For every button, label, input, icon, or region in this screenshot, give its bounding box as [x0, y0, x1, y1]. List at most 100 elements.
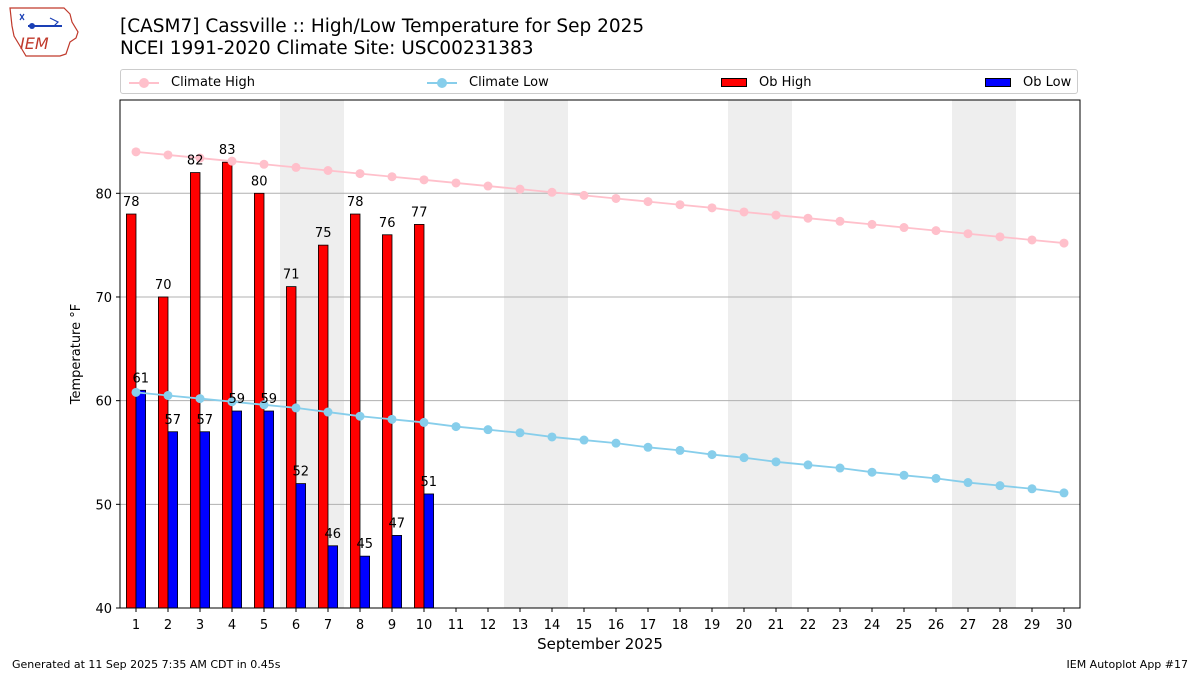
ob-low-label-2: 57	[165, 413, 182, 428]
climate-low-point-12	[483, 425, 493, 435]
climate-high-point-24	[867, 219, 877, 229]
climate-high-point-1	[131, 147, 141, 157]
weekend-shade-13	[504, 100, 536, 608]
climate-low-point-11	[451, 422, 461, 432]
x-tick-label-19: 19	[704, 618, 721, 633]
weekend-shade-14	[536, 100, 568, 608]
climate-low-swatch	[427, 77, 457, 88]
climate-low-point-5	[259, 400, 269, 410]
ob-high-bar-7	[317, 244, 329, 609]
climate-low-point-1	[131, 387, 141, 397]
legend-label-climate-high: Climate High	[171, 75, 256, 90]
legend-label-ob-low: Ob Low	[1023, 75, 1072, 90]
ob-high-label-9: 76	[379, 216, 396, 231]
climate-high-point-27	[963, 229, 973, 239]
climate-low-point-17	[643, 442, 653, 452]
title-line-2: NCEI 1991-2020 Climate Site: USC00231383	[120, 38, 534, 59]
ob-low-label-10: 51	[421, 475, 438, 490]
climate-low-point-2	[163, 390, 173, 400]
x-tick-label-28: 28	[992, 618, 1009, 633]
ob-high-label-5: 80	[251, 174, 268, 189]
climate-low-point-22	[803, 460, 813, 470]
climate-low-point-9	[387, 414, 397, 424]
climate-high-point-16	[611, 193, 621, 203]
ob-high-label-10: 77	[411, 205, 428, 220]
ob-low-bar-9	[391, 535, 403, 609]
x-tick-label-5: 5	[260, 618, 268, 633]
x-tick-label-24: 24	[864, 618, 881, 633]
ob-high-bar-5	[253, 192, 265, 609]
x-tick-label-21: 21	[768, 618, 785, 633]
climate-high-point-4	[227, 156, 237, 166]
weekend-shade-7	[312, 100, 344, 608]
climate-high-point-8	[355, 169, 365, 179]
ob-low-label-1: 61	[133, 371, 150, 386]
climate-high-point-11	[451, 178, 461, 188]
climate-high-point-15	[579, 190, 589, 200]
weekend-shade-6	[280, 100, 312, 608]
ob-low-bar-10	[423, 493, 435, 609]
ob-high-label-8: 78	[347, 195, 364, 210]
climate-high-point-23	[835, 216, 845, 226]
ob-low-label-4: 59	[229, 392, 246, 407]
climate-high-point-19	[707, 203, 717, 213]
climate-high-point-26	[931, 226, 941, 236]
climate-high-point-9	[387, 172, 397, 182]
climate-high-point-25	[899, 223, 909, 233]
x-tick-label-10: 10	[416, 618, 433, 633]
climate-high-point-14	[547, 187, 557, 197]
climate-low-point-25	[899, 470, 909, 480]
climate-low-point-6	[291, 403, 301, 413]
ob-high-bar-6	[285, 286, 297, 609]
x-tick-label-22: 22	[800, 618, 817, 633]
climate-low-point-3	[195, 394, 205, 404]
weekend-shade-21	[760, 100, 792, 608]
climate-low-point-28	[995, 481, 1005, 491]
climate-low-point-19	[707, 450, 717, 460]
ob-low-bar-5	[263, 410, 275, 609]
x-tick-label-18: 18	[672, 618, 689, 633]
ob-low-label-7: 46	[325, 527, 342, 542]
ob-low-label-3: 57	[197, 413, 214, 428]
x-tick-label-12: 12	[480, 618, 497, 633]
x-tick-label-14: 14	[544, 618, 561, 633]
climate-high-point-3	[195, 153, 205, 163]
climate-high-point-30	[1059, 238, 1069, 248]
logo-text: IEM	[20, 34, 49, 53]
climate-low-point-29	[1027, 484, 1037, 494]
x-tick-label-11: 11	[448, 618, 465, 633]
x-tick-label-23: 23	[832, 618, 849, 633]
x-tick-label-29: 29	[1024, 618, 1041, 633]
x-tick-label-7: 7	[324, 618, 332, 633]
legend-item-climate-low: Climate Low	[427, 70, 549, 95]
climate-low-point-4	[227, 397, 237, 407]
climate-high-point-18	[675, 200, 685, 210]
ob-low-label-5: 59	[261, 392, 278, 407]
x-tick-label-17: 17	[640, 618, 657, 633]
ob-high-label-3: 82	[187, 154, 204, 169]
climate-high-point-2	[163, 150, 173, 160]
x-tick-label-30: 30	[1056, 618, 1073, 633]
x-axis-label: September 2025	[537, 635, 663, 653]
climate-low-point-10	[419, 417, 429, 427]
climate-high-point-22	[803, 213, 813, 223]
climate-low-point-27	[963, 478, 973, 488]
climate-low-point-16	[611, 438, 621, 448]
x-tick-label-15: 15	[576, 618, 593, 633]
x-tick-label-13: 13	[512, 618, 529, 633]
y-axis-label: Temperature °F	[69, 304, 84, 405]
climate-low-point-21	[771, 457, 781, 467]
x-tick-label-27: 27	[960, 618, 977, 633]
climate-high-point-7	[323, 165, 333, 175]
climate-low-point-13	[515, 428, 525, 438]
x-tick-label-4: 4	[228, 618, 236, 633]
x-tick-label-6: 6	[292, 618, 300, 633]
ob-low-label-9: 47	[389, 516, 406, 531]
ob-high-label-4: 83	[219, 143, 236, 158]
ob-high-bar-3	[189, 172, 201, 609]
y-tick-label-80: 80	[95, 187, 112, 202]
climate-high-swatch	[129, 77, 159, 88]
x-tick-label-20: 20	[736, 618, 753, 633]
ob-high-label-1: 78	[123, 195, 140, 210]
y-tick-label-40: 40	[95, 602, 112, 617]
